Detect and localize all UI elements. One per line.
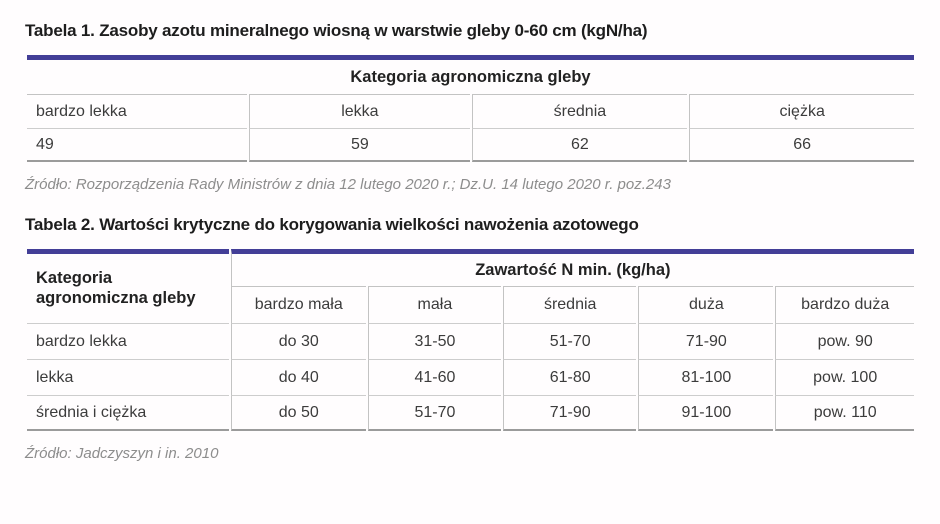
table-cell: 71-90: [503, 395, 637, 431]
table2-col-bardzo-mala: bardzo mała: [230, 286, 366, 323]
table2-group-header: Zawartość N min. (kg/ha): [230, 249, 914, 286]
row-label: średnia i ciężka: [27, 395, 229, 431]
table2-col-mala: mała: [367, 286, 502, 323]
table-cell: 71-90: [638, 323, 774, 359]
table-cell: pow. 90: [775, 323, 914, 359]
table1: Kategoria agronomiczna gleby bardzo lekk…: [25, 55, 916, 162]
table1-source: Źródło: Rozporządzenia Rady Ministrów z …: [25, 176, 671, 193]
table1-col-srednia: średnia: [471, 94, 688, 128]
table-cell: 51-70: [367, 395, 502, 431]
table-row: lekka do 40 41-60 61-80 81-100 pow. 100: [27, 359, 914, 395]
table1-value-cell: 62: [471, 128, 688, 162]
table1-group-header: Kategoria agronomiczna gleby: [27, 55, 914, 94]
table-cell: do 30: [230, 323, 366, 359]
table1-value-row: 49 59 62 66: [27, 128, 914, 162]
table-row: bardzo lekka do 30 31-50 51-70 71-90 pow…: [27, 323, 914, 359]
table1-value-cell: 66: [689, 128, 914, 162]
table-cell: do 40: [230, 359, 366, 395]
table1-column-row: bardzo lekka lekka średnia ciężka: [27, 94, 914, 128]
table2-col-duza: duża: [638, 286, 774, 323]
table-cell: 81-100: [638, 359, 774, 395]
table2-col-bardzo-duza: bardzo duża: [775, 286, 914, 323]
table-cell: 31-50: [367, 323, 502, 359]
table-cell: 91-100: [638, 395, 774, 431]
table1-value-cell: 59: [249, 128, 470, 162]
table2-group-row: Kategoria agronomiczna gleby Zawartość N…: [27, 249, 914, 307]
table-cell: pow. 110: [775, 395, 914, 431]
document-page: Tabela 1. Zasoby azotu mineralnego wiosn…: [25, 21, 916, 462]
row-label: bardzo lekka: [27, 323, 229, 359]
row-label: lekka: [27, 359, 229, 395]
table-cell: pow. 100: [775, 359, 914, 395]
table1-col-ciezka: ciężka: [689, 94, 914, 128]
table2-row-header: Kategoria agronomiczna gleby: [27, 249, 229, 323]
table-row: średnia i ciężka do 50 51-70 71-90 91-10…: [27, 395, 914, 431]
table-cell: 61-80: [503, 359, 637, 395]
table1-col-lekka: lekka: [249, 94, 470, 128]
table1-col-bardzo-lekka: bardzo lekka: [27, 94, 248, 128]
table-cell: do 50: [230, 395, 366, 431]
table2-title: Tabela 2. Wartości krytyczne do korygowa…: [25, 215, 639, 234]
table1-title: Tabela 1. Zasoby azotu mineralnego wiosn…: [25, 21, 648, 40]
table1-group-row: Kategoria agronomiczna gleby: [27, 55, 914, 94]
table2-source: Źródło: Jadczyszyn i in. 2010: [25, 445, 219, 462]
table-cell: 51-70: [503, 323, 637, 359]
table2: Kategoria agronomiczna gleby Zawartość N…: [25, 249, 916, 431]
table2-subheader-row: bardzo mała mała średnia duża bardzo duż…: [27, 286, 914, 323]
table-cell: 41-60: [367, 359, 502, 395]
table2-col-srednia: średnia: [503, 286, 637, 323]
table1-value-cell: 49: [27, 128, 248, 162]
